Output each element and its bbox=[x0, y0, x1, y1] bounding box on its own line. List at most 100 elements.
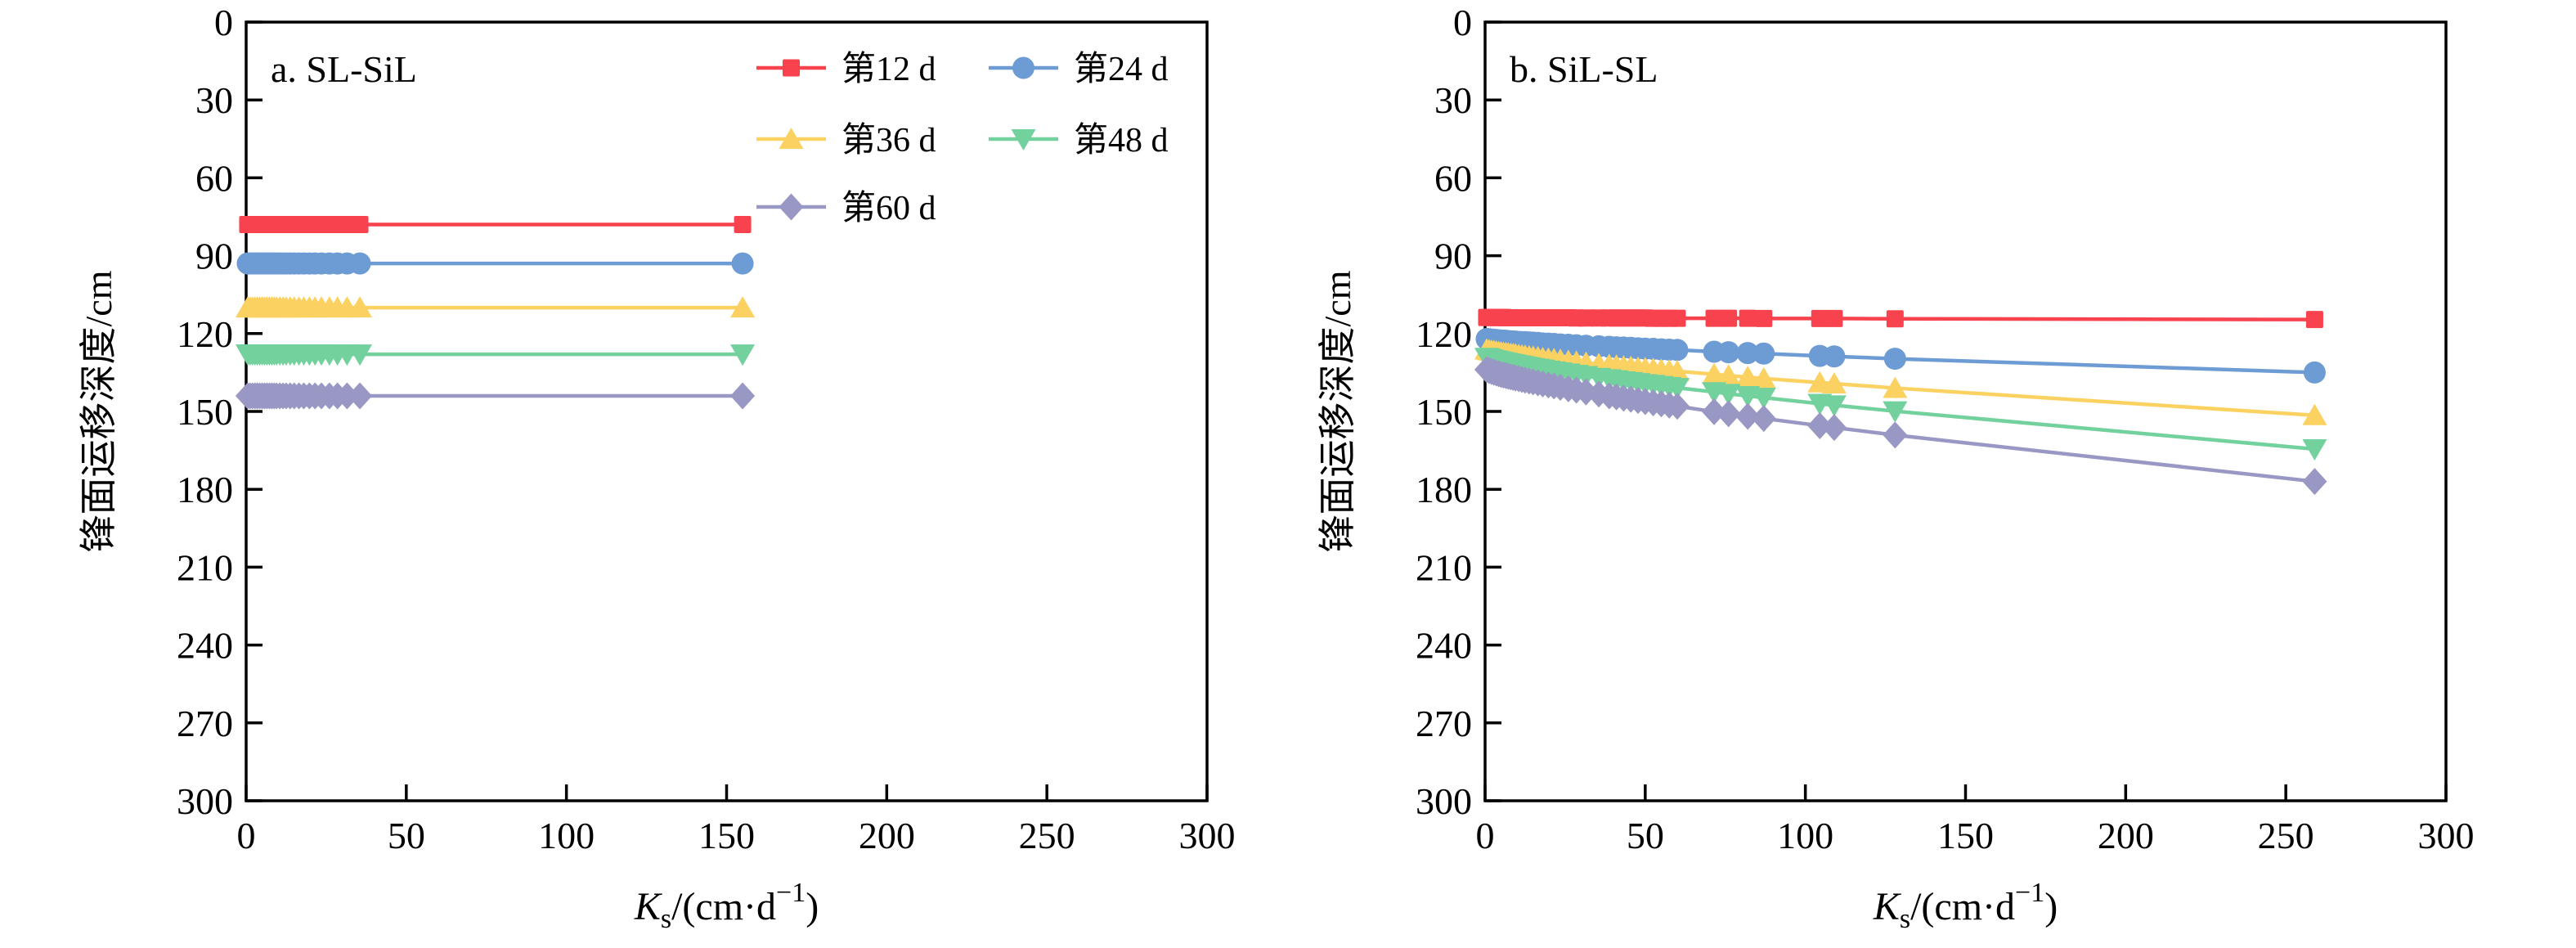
data-point-marker bbox=[1739, 309, 1757, 327]
x-axis-label: Ks/(cm·d−1) bbox=[634, 878, 819, 934]
data-point-marker bbox=[1716, 400, 1741, 428]
data-point-marker bbox=[348, 252, 371, 275]
y-axis-label: 锋面运移深度/cm bbox=[1317, 270, 1358, 552]
data-point-marker bbox=[2305, 311, 2323, 329]
x-tick-label: 150 bbox=[698, 815, 755, 856]
data-point-marker bbox=[1821, 395, 1847, 417]
legend-label: 第36 d bbox=[841, 122, 936, 159]
data-point-marker bbox=[2303, 361, 2326, 384]
y-tick-label: 30 bbox=[1434, 79, 1472, 121]
x-tick-label: 0 bbox=[237, 815, 256, 856]
data-point-marker bbox=[731, 252, 754, 275]
x-tick-label: 50 bbox=[388, 815, 425, 856]
y-tick-label: 150 bbox=[177, 391, 233, 433]
legend-label: 第48 d bbox=[1074, 122, 1169, 159]
x-axis-label: Ks/(cm·d−1) bbox=[1873, 878, 2058, 934]
y-tick-label: 60 bbox=[195, 157, 233, 199]
data-point-marker bbox=[348, 296, 373, 318]
x-tick-label: 200 bbox=[859, 815, 915, 856]
plot-border bbox=[1483, 20, 2448, 802]
data-point-marker bbox=[1821, 372, 1847, 394]
data-point-marker bbox=[1736, 342, 1759, 365]
x-tick-label: 300 bbox=[1179, 815, 1236, 856]
legend-label: 第60 d bbox=[841, 190, 936, 227]
data-point-marker bbox=[734, 216, 752, 234]
y-tick-label: 0 bbox=[214, 2, 233, 43]
y-tick-label: 180 bbox=[177, 469, 233, 510]
data-point-marker bbox=[1716, 384, 1741, 406]
y-tick-label: 240 bbox=[177, 625, 233, 667]
y-tick-label: 150 bbox=[1416, 391, 1472, 433]
data-point-marker bbox=[1716, 364, 1741, 386]
y-tick-label: 120 bbox=[1416, 313, 1472, 355]
x-tick-label: 50 bbox=[1627, 815, 1664, 856]
data-point-marker bbox=[1705, 309, 1723, 327]
y-tick-label: 120 bbox=[177, 313, 233, 355]
y-tick-label: 0 bbox=[1453, 2, 1472, 43]
y-tick-label: 30 bbox=[195, 79, 233, 121]
data-point-marker bbox=[2302, 403, 2327, 425]
data-point-marker bbox=[1751, 405, 1776, 433]
data-point-marker bbox=[1668, 309, 1686, 327]
data-point-marker bbox=[1752, 342, 1775, 365]
data-point-marker bbox=[1883, 348, 1906, 371]
panel-title: a. SL-SiL bbox=[271, 48, 417, 90]
legend-marker bbox=[779, 193, 804, 221]
data-point-marker bbox=[730, 344, 756, 366]
data-point-marker bbox=[1811, 309, 1829, 327]
data-point-marker bbox=[348, 382, 373, 410]
data-point-marker bbox=[1735, 366, 1761, 388]
x-tick-label: 0 bbox=[1476, 815, 1495, 856]
x-tick-label: 200 bbox=[2098, 815, 2154, 856]
y-tick-label: 300 bbox=[177, 780, 233, 822]
data-point-marker bbox=[351, 216, 369, 234]
data-point-marker bbox=[1666, 339, 1689, 362]
data-point-marker bbox=[1883, 421, 1908, 449]
data-point-marker bbox=[1886, 310, 1904, 328]
data-point-marker bbox=[1883, 376, 1908, 398]
data-point-marker bbox=[334, 382, 360, 410]
y-tick-label: 180 bbox=[1416, 469, 1472, 510]
data-point-marker bbox=[1735, 402, 1761, 430]
legend-marker bbox=[783, 59, 800, 77]
data-point-marker bbox=[2302, 439, 2327, 461]
data-point-marker bbox=[1883, 401, 1908, 423]
legend-marker bbox=[779, 128, 804, 149]
y-tick-label: 60 bbox=[1434, 157, 1472, 199]
panel-title: b. SiL-SL bbox=[1510, 48, 1658, 90]
plot-border bbox=[245, 20, 1209, 802]
data-point-marker bbox=[348, 344, 373, 366]
data-point-marker bbox=[1823, 345, 1846, 368]
y-tick-label: 270 bbox=[1416, 703, 1472, 744]
data-point-marker bbox=[1665, 393, 1690, 420]
data-point-marker bbox=[1751, 388, 1776, 410]
data-point-marker bbox=[1821, 414, 1847, 442]
y-tick-label: 90 bbox=[1434, 236, 1472, 277]
data-point-marker bbox=[730, 382, 756, 410]
legend-label: 第24 d bbox=[1074, 51, 1169, 88]
y-tick-label: 210 bbox=[1416, 546, 1472, 588]
data-point-marker bbox=[730, 296, 756, 318]
x-tick-label: 100 bbox=[538, 815, 595, 856]
x-tick-label: 300 bbox=[2418, 815, 2475, 856]
x-tick-label: 250 bbox=[2258, 815, 2314, 856]
legend-label: 第12 d bbox=[841, 51, 936, 88]
data-point-marker bbox=[1720, 309, 1738, 327]
legend-marker bbox=[1012, 56, 1034, 79]
x-tick-label: 150 bbox=[1937, 815, 1994, 856]
data-point-marker bbox=[2302, 468, 2327, 496]
data-point-marker bbox=[1825, 309, 1843, 327]
y-tick-label: 270 bbox=[177, 703, 233, 744]
data-point-marker bbox=[1665, 378, 1690, 400]
data-point-marker bbox=[1717, 341, 1740, 364]
y-tick-label: 240 bbox=[1416, 625, 1472, 667]
data-point-marker bbox=[1807, 411, 1833, 439]
x-tick-label: 100 bbox=[1777, 815, 1833, 856]
y-tick-label: 300 bbox=[1416, 780, 1472, 822]
legend: 第12 d 第24 d 第36 d 第48 d 第60 d bbox=[756, 51, 1169, 227]
y-axis-label: 锋面运移深度/cm bbox=[78, 270, 119, 552]
